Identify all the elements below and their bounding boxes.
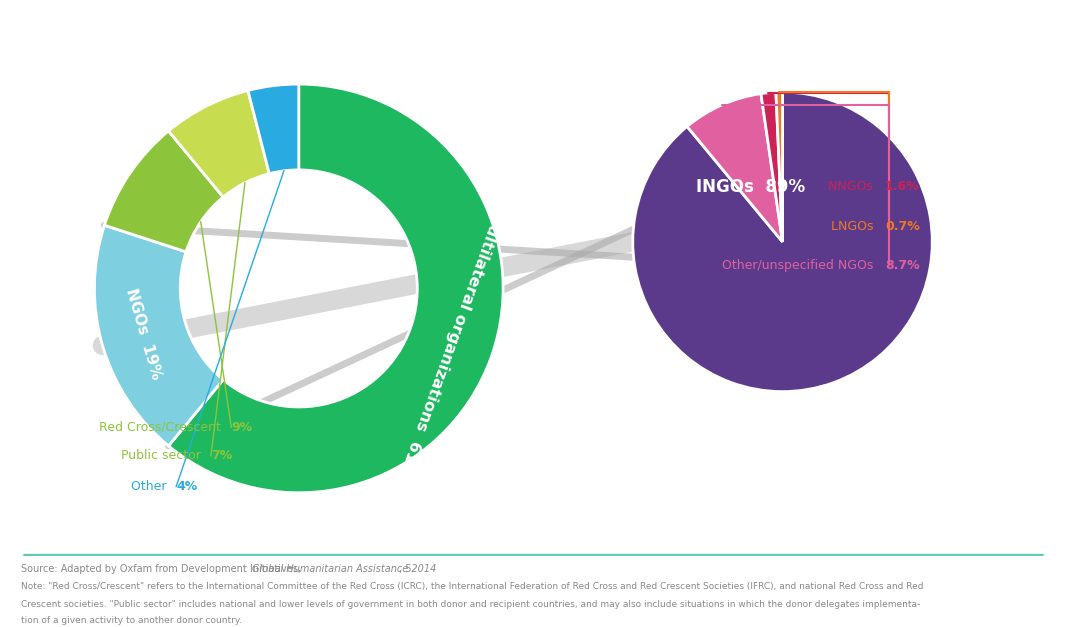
Text: Other: Other [130,480,174,493]
Wedge shape [94,225,223,446]
Wedge shape [105,131,223,252]
Wedge shape [633,92,933,392]
Text: LNGOs: LNGOs [830,219,881,233]
Text: INGOs  89%: INGOs 89% [697,177,806,196]
Text: 4%: 4% [176,480,197,493]
Text: Other/unspecified NGOs: Other/unspecified NGOs [721,259,881,272]
Text: NGOs  19%: NGOs 19% [124,286,164,381]
Text: , 5.: , 5. [399,564,415,574]
Text: Note: "Red Cross/Crescent" refers to the International Committee of the Red Cros: Note: "Red Cross/Crescent" refers to the… [21,582,924,591]
Text: NNGOs: NNGOs [828,180,881,193]
Text: 0.7%: 0.7% [885,219,920,233]
Text: Source: Adapted by Oxfam from Development Initiatives,: Source: Adapted by Oxfam from Developmen… [21,564,304,574]
Text: Global Humanitarian Assistance 2014: Global Humanitarian Assistance 2014 [252,564,436,574]
Text: Multilateral organizations  61%: Multilateral organizations 61% [396,207,506,479]
Text: 1.6%: 1.6% [885,180,920,193]
Text: 8.7%: 8.7% [885,259,920,272]
Text: 7%: 7% [211,450,233,463]
Wedge shape [169,90,269,197]
Text: Red Cross/Crescent: Red Cross/Crescent [99,421,229,434]
Wedge shape [248,84,299,174]
Text: Crescent societies. "Public sector" includes national and lower levels of govern: Crescent societies. "Public sector" incl… [21,599,921,609]
Wedge shape [761,92,782,242]
Text: Public sector: Public sector [121,450,209,463]
Wedge shape [687,93,782,242]
Text: 9%: 9% [232,421,253,434]
Wedge shape [169,84,504,493]
Text: tion of a given activity to another donor country.: tion of a given activity to another dono… [21,616,242,625]
Wedge shape [776,92,782,242]
